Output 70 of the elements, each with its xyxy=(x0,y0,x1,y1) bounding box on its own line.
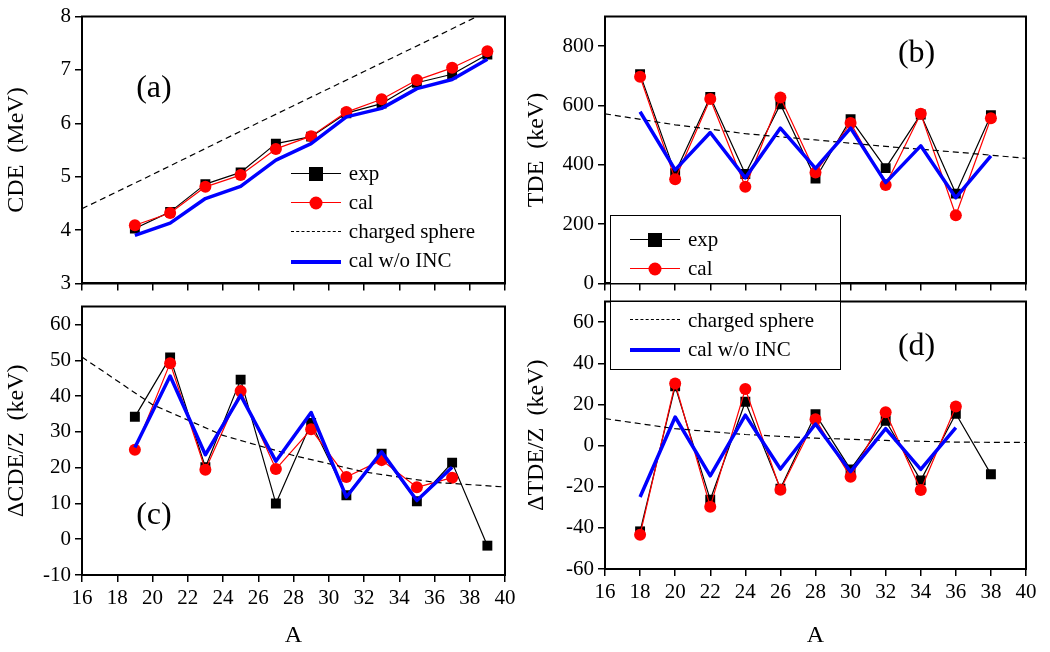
x-tick-label: 28 xyxy=(283,585,304,610)
x-axis-title: A xyxy=(806,620,825,647)
x-tick-label: 20 xyxy=(664,579,686,604)
x-tick-label: 22 xyxy=(699,579,721,604)
x-tick-label: 40 xyxy=(1015,579,1037,604)
legend-label: charged sphere xyxy=(348,219,475,245)
legend-label: charged sphere xyxy=(688,307,815,333)
y-tick-label: 4 xyxy=(60,216,72,241)
x-tick-label: 26 xyxy=(247,585,269,610)
legend-label: exp xyxy=(348,161,380,187)
x-tick-label: 34 xyxy=(910,579,932,604)
y-tick-label: 20 xyxy=(50,454,71,479)
y-tick-label: 30 xyxy=(50,418,71,443)
y-tick-label: 600 xyxy=(562,92,594,117)
y-tick-label: 7 xyxy=(60,56,71,81)
x-tick-label: 36 xyxy=(945,579,967,604)
y-tick-label: -10 xyxy=(43,561,71,586)
x-tick-label: 38 xyxy=(459,585,481,610)
x-tick-label: 18 xyxy=(629,579,651,604)
x-tick-label: 24 xyxy=(734,579,757,604)
x-tick-label: 36 xyxy=(424,585,445,610)
y-tick-label: 3 xyxy=(60,269,71,294)
legend-label: cal w/o INC xyxy=(348,248,452,274)
legend-label: exp xyxy=(688,227,719,253)
y-tick-label: 800 xyxy=(562,32,594,57)
x-tick-label: 32 xyxy=(875,579,897,604)
y-tick-label: -20 xyxy=(566,473,594,498)
x-tick-label: 18 xyxy=(106,585,128,610)
y-tick-label: 200 xyxy=(562,210,594,235)
legend-label: cal xyxy=(688,256,713,282)
y-tick-label: -40 xyxy=(566,514,594,539)
x-tick-label: 40 xyxy=(494,585,516,610)
x-tick-label: 38 xyxy=(980,579,1002,604)
y-tick-label: 40 xyxy=(50,382,71,407)
annotation: (b) xyxy=(897,33,936,70)
x-tick-label: 30 xyxy=(318,585,340,610)
annotation: (a) xyxy=(136,68,172,105)
y-axis-title: ΔCDE/Z (keV) xyxy=(1,364,28,518)
y-tick-label: 60 xyxy=(573,308,594,333)
legend-label: cal xyxy=(348,190,374,216)
x-tick-label: 24 xyxy=(212,585,234,610)
annotation: (c) xyxy=(136,495,172,532)
y-axis-title: CDE (MeV) xyxy=(1,87,28,213)
y-tick-label: 50 xyxy=(50,346,71,371)
y-axis-title: ΔTDE/Z (keV) xyxy=(521,359,548,511)
x-tick-label: 30 xyxy=(840,579,862,604)
y-tick-label: -60 xyxy=(566,555,594,580)
y-tick-label: 8 xyxy=(60,3,71,28)
y-tick-label: 0 xyxy=(60,525,71,550)
legend-label: cal w/o INC xyxy=(688,336,791,362)
x-tick-label: 20 xyxy=(142,585,163,610)
y-tick-label: 5 xyxy=(60,163,71,188)
y-tick-label: 0 xyxy=(583,432,594,457)
x-tick-label: 22 xyxy=(177,585,199,610)
x-tick-label: 16 xyxy=(71,585,93,610)
y-axis-title: TDE (keV) xyxy=(521,92,548,208)
x-tick-label: 28 xyxy=(805,579,826,604)
x-tick-label: 34 xyxy=(388,585,411,610)
annotation: (d) xyxy=(897,326,936,363)
x-tick-label: 26 xyxy=(769,579,791,604)
x-tick-label: 32 xyxy=(353,585,375,610)
y-tick-label: 0 xyxy=(583,269,594,294)
y-tick-label: 60 xyxy=(50,311,71,336)
y-tick-label: 20 xyxy=(573,390,594,415)
y-tick-label: 40 xyxy=(573,349,594,374)
y-tick-label: 400 xyxy=(562,151,594,176)
x-tick-label: 16 xyxy=(594,579,616,604)
y-tick-label: 6 xyxy=(60,109,71,134)
x-axis-title: A xyxy=(284,620,303,647)
y-tick-label: 10 xyxy=(50,489,71,514)
